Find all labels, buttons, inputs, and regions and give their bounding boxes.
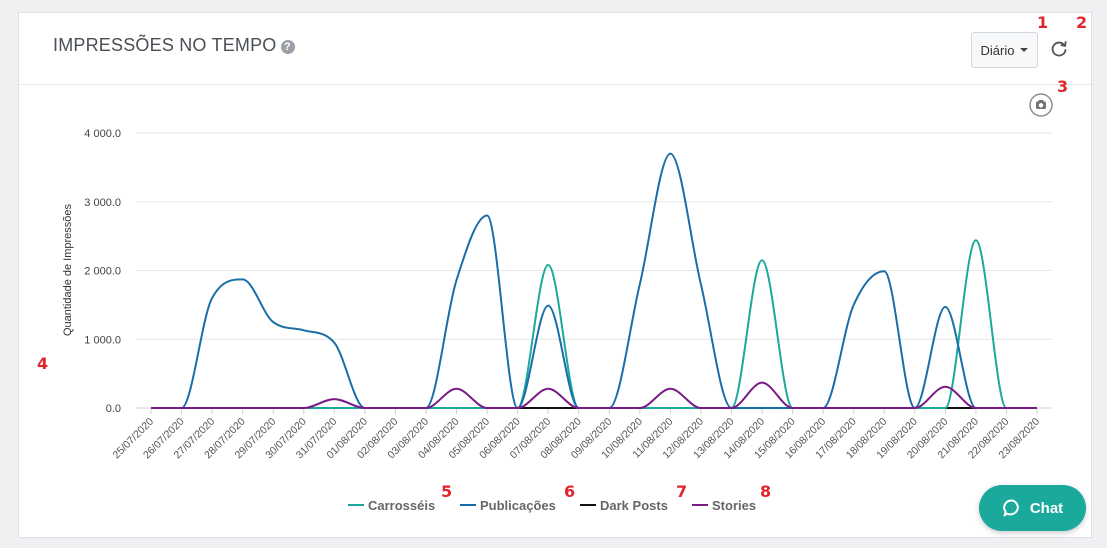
legend-item: Dark Posts <box>600 498 668 513</box>
annotation-7: 7 <box>676 482 688 501</box>
title-text: IMPRESSÕES NO TEMPO <box>53 35 277 55</box>
annotation-3: 3 <box>1057 77 1069 96</box>
period-dropdown[interactable]: Diário <box>971 32 1038 68</box>
y-tick-label: 2 000.0 <box>84 266 121 278</box>
page-title: IMPRESSÕES NO TEMPO? <box>53 35 295 56</box>
camera-icon[interactable] <box>1029 93 1053 117</box>
annotation-6: 6 <box>564 482 576 501</box>
series-line-stories <box>151 381 1037 409</box>
period-label: Diário <box>980 42 1015 58</box>
legend-item: Carrosséis <box>368 498 435 513</box>
chat-label: Chat <box>1029 499 1064 517</box>
refresh-icon[interactable] <box>1049 39 1069 59</box>
y-tick-label: 4 000.0 <box>84 128 121 140</box>
legend-item: Stories <box>712 498 756 513</box>
annotation-1: 1 <box>1037 13 1049 32</box>
y-tick-label: 1 000.0 <box>84 334 121 346</box>
annotation-4: 4 <box>37 354 49 373</box>
series-line-carrosseis <box>151 239 1037 409</box>
help-icon[interactable]: ? <box>280 40 295 54</box>
series-line-publicacoes <box>151 152 1037 409</box>
chat-bubble-icon <box>1003 499 1019 517</box>
chat-button[interactable]: Chat <box>979 485 1086 531</box>
annotation-2: 2 <box>1076 13 1088 32</box>
y-tick-label: 0.0 <box>106 403 121 415</box>
chart-card: IMPRESSÕES NO TEMPO? Diário <box>18 12 1092 538</box>
y-axis-label: Quantidade de Impressões <box>62 203 74 336</box>
chevron-down-icon <box>1020 48 1029 52</box>
annotation-8: 8 <box>760 482 772 501</box>
legend-item: Publicações <box>480 498 556 513</box>
annotation-5: 5 <box>441 482 453 501</box>
y-tick-label: 3 000.0 <box>84 197 121 209</box>
card-header: IMPRESSÕES NO TEMPO? Diário <box>19 13 1091 85</box>
